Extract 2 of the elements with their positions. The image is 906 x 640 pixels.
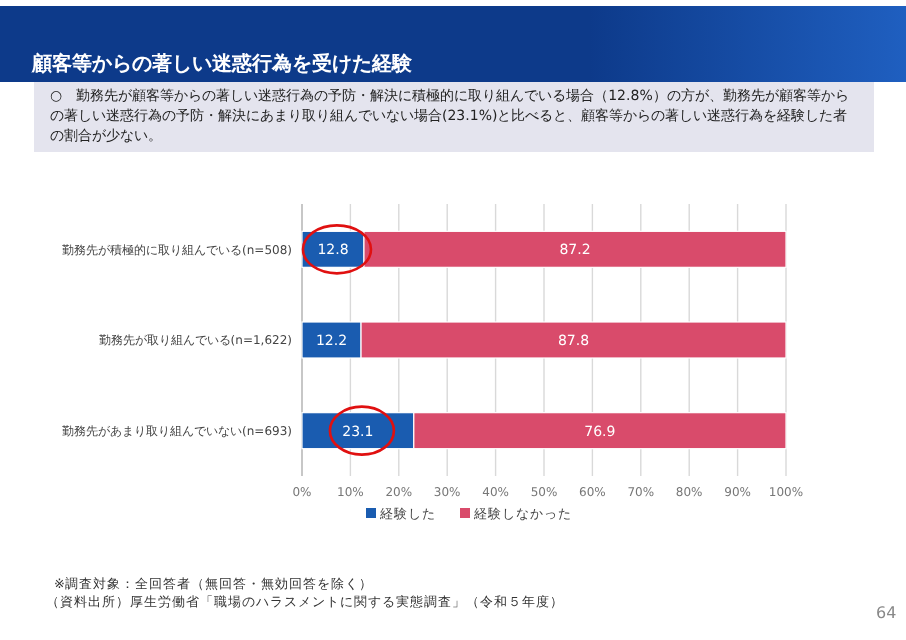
title: 顧客等からの著しい迷惑行為を受けた経験 xyxy=(32,50,412,78)
text: 64 xyxy=(876,604,897,622)
